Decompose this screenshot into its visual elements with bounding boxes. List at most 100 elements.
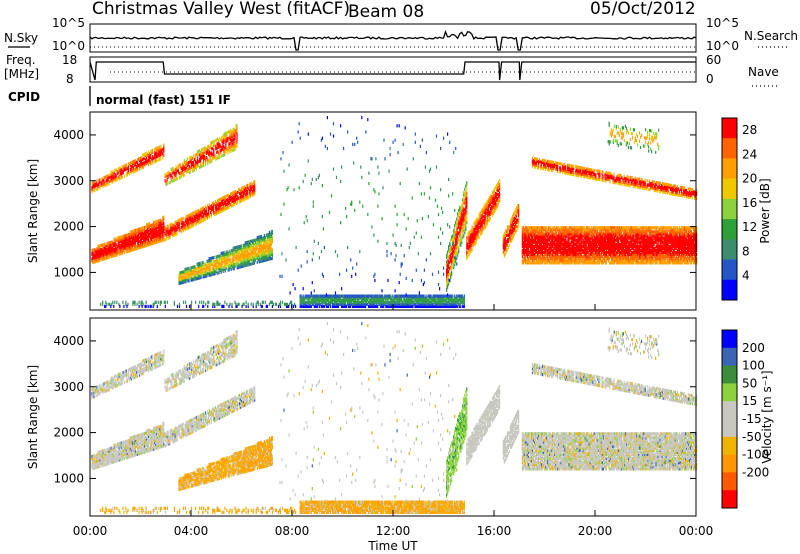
power-cell [150,236,152,240]
power-cell [242,190,244,194]
power-cell [246,184,248,188]
power-cell [209,158,211,162]
power-cell [130,234,132,238]
power-cell [225,198,228,202]
power-cell [137,227,140,231]
power-cell [220,203,223,207]
power-cell [92,256,94,260]
power-cell [119,168,121,172]
power-cell [149,158,151,162]
power-cell [93,254,95,258]
power-cell [96,249,98,253]
power-cell [115,243,117,247]
power-cell [193,166,196,170]
power-cell [217,137,219,142]
power-cell [119,176,121,180]
power-cell [115,174,117,178]
power-cell [200,163,202,167]
power-cell [242,198,244,202]
power-cell [223,263,225,267]
power-cell [209,269,211,273]
power-cell [162,236,164,240]
power-cell [169,227,171,231]
power-cell [243,194,245,198]
power-cell [244,185,246,189]
power-cell [135,228,138,232]
power-cell [177,164,179,168]
power-cell [193,158,196,162]
power-cell [184,300,187,304]
power-cell [200,150,202,154]
power-cell [223,199,226,203]
power-cell [135,160,138,164]
power-cell [204,217,206,221]
power-cell [141,245,144,249]
power-cell [107,176,109,180]
power-cell [107,243,109,247]
power-cell [156,159,158,163]
power-cell [190,272,192,276]
power-cell [144,156,146,160]
power-cell [205,302,207,306]
power-cell [190,274,192,278]
power-cell [126,241,128,245]
power-cell [131,233,133,238]
power-cell [166,180,168,184]
power-cell [186,224,188,229]
power-cell [235,141,237,145]
power-cell [217,156,219,160]
power-cell [242,196,244,200]
power-cell [208,203,210,207]
power-cell [197,160,200,164]
power-cell [151,227,153,231]
power-cell [204,213,206,217]
power-cell [175,171,177,175]
power-cell [163,226,165,230]
power-cell [229,302,231,306]
power-cell [197,264,199,268]
power-cell [223,197,226,201]
power-cell [178,275,180,279]
power-cell [182,229,184,233]
power-cell [153,229,155,233]
power-cell [213,255,215,260]
power-cell [231,132,233,136]
power-cell [128,234,130,239]
power-cell [214,259,216,263]
power-cell [91,188,93,192]
power-cell [119,244,121,248]
power-cell [107,256,109,260]
power-cell [241,193,243,197]
power-cell [233,146,235,150]
power-cell [180,273,182,277]
power-cell [191,300,193,304]
power-cell [145,231,147,235]
power-cell [127,239,129,243]
power-cell [146,223,148,227]
power-cell [189,268,191,272]
power-cell [114,179,116,183]
power-cell [175,226,177,230]
power-cell [224,195,227,199]
power-cell [98,259,100,263]
power-cell [122,243,124,247]
power-cell [194,155,197,159]
power-cell [157,240,159,244]
power-cell [148,224,150,228]
power-cell [218,204,221,208]
power-cell [143,157,145,161]
power-cell [198,165,201,169]
power-cell [153,233,155,237]
power-cell [212,205,214,209]
power-cell [150,242,152,246]
power-cell [138,227,141,231]
power-cell [210,143,212,147]
power-cell [138,231,141,235]
power-cell [102,182,104,186]
power-cell [202,275,204,279]
power-cell [213,202,215,206]
power-cell [181,170,183,174]
power-cell [153,239,155,243]
power-cell [234,129,236,133]
power-cell [254,184,256,188]
